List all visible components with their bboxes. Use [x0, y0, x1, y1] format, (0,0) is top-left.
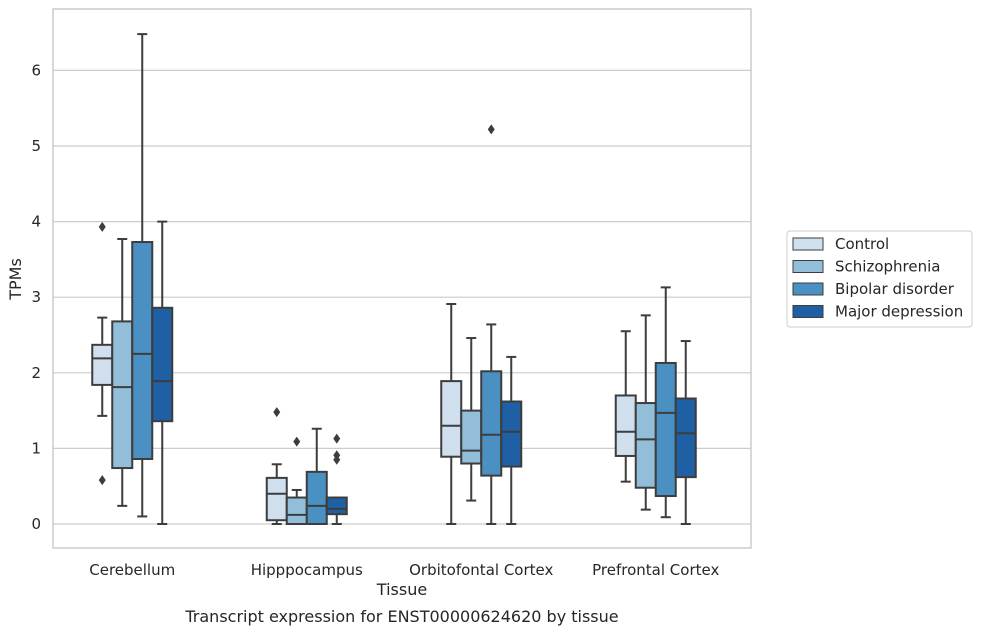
- outlier-point: [487, 124, 495, 135]
- y-tick-label: 0: [31, 515, 41, 533]
- legend: Control Schizophrenia Bipolar disorder Majo…: [786, 230, 973, 328]
- box-iqr: [440, 380, 463, 458]
- legend-frame: [786, 230, 973, 328]
- box-group: [151, 220, 174, 525]
- outlier-point: [273, 407, 281, 418]
- outlier-point: [98, 475, 106, 486]
- outlier-point: [333, 433, 341, 444]
- box-group: [674, 340, 697, 525]
- legend-swatch: [792, 282, 824, 296]
- box-group: [305, 427, 328, 525]
- box-group: [500, 355, 523, 525]
- box-plots: [91, 33, 697, 526]
- y-tick-label: 5: [31, 137, 41, 155]
- x-tick-label: Cerebellum: [89, 561, 175, 579]
- box-group: [325, 433, 348, 525]
- box-group: [285, 436, 308, 526]
- box-iqr: [500, 400, 523, 468]
- plot-frame: [52, 8, 752, 549]
- box-iqr: [325, 496, 348, 516]
- y-axis-label: TPMs: [6, 258, 25, 301]
- y-tick-label: 1: [31, 439, 41, 457]
- box-iqr: [285, 496, 308, 526]
- legend-label: Schizophrenia: [835, 258, 940, 276]
- figure-caption: Transcript expression for ENST0000062462…: [184, 607, 618, 626]
- x-axis-label: Tissue: [376, 580, 427, 599]
- legend-swatch: [792, 305, 824, 318]
- y-tick-label: 2: [31, 364, 41, 382]
- outlier-point: [293, 436, 301, 447]
- y-tick-label: 3: [31, 288, 41, 306]
- y-tick-label: 4: [31, 213, 41, 231]
- legend-label: Bipolar disorder: [835, 280, 955, 298]
- x-tick-label: Prefrontal Cortex: [592, 561, 719, 579]
- y-tick-label: 6: [31, 61, 41, 79]
- legend-swatch: [792, 237, 824, 251]
- legend-label: Control: [835, 235, 889, 253]
- box-iqr: [151, 306, 174, 423]
- box-group: [131, 33, 154, 518]
- x-tick-label: Hipppocampus: [251, 561, 363, 579]
- box-group: [440, 303, 463, 525]
- x-tick-labels: Cerebellum Hipppocampus Orbitofontal Corte…: [89, 561, 719, 579]
- box-iqr: [91, 343, 114, 386]
- legend-label: Major depression: [835, 303, 963, 321]
- box-iqr: [131, 241, 154, 460]
- box-iqr: [460, 409, 483, 465]
- box-iqr: [614, 394, 637, 457]
- box-iqr: [480, 370, 503, 477]
- box-iqr: [674, 397, 697, 479]
- box-iqr: [265, 476, 288, 522]
- box-iqr: [111, 320, 134, 470]
- x-tick-label: Orbitofontal Cortex: [409, 561, 553, 579]
- legend-swatch: [792, 260, 824, 273]
- y-tick-labels: 0 1 2 3 4 5 6: [31, 61, 41, 533]
- outlier-point: [333, 454, 341, 465]
- plot-background: [52, 8, 752, 549]
- box-iqr: [654, 361, 677, 498]
- box-iqr: [634, 402, 657, 489]
- outlier-point: [98, 221, 106, 232]
- box-iqr: [305, 470, 328, 525]
